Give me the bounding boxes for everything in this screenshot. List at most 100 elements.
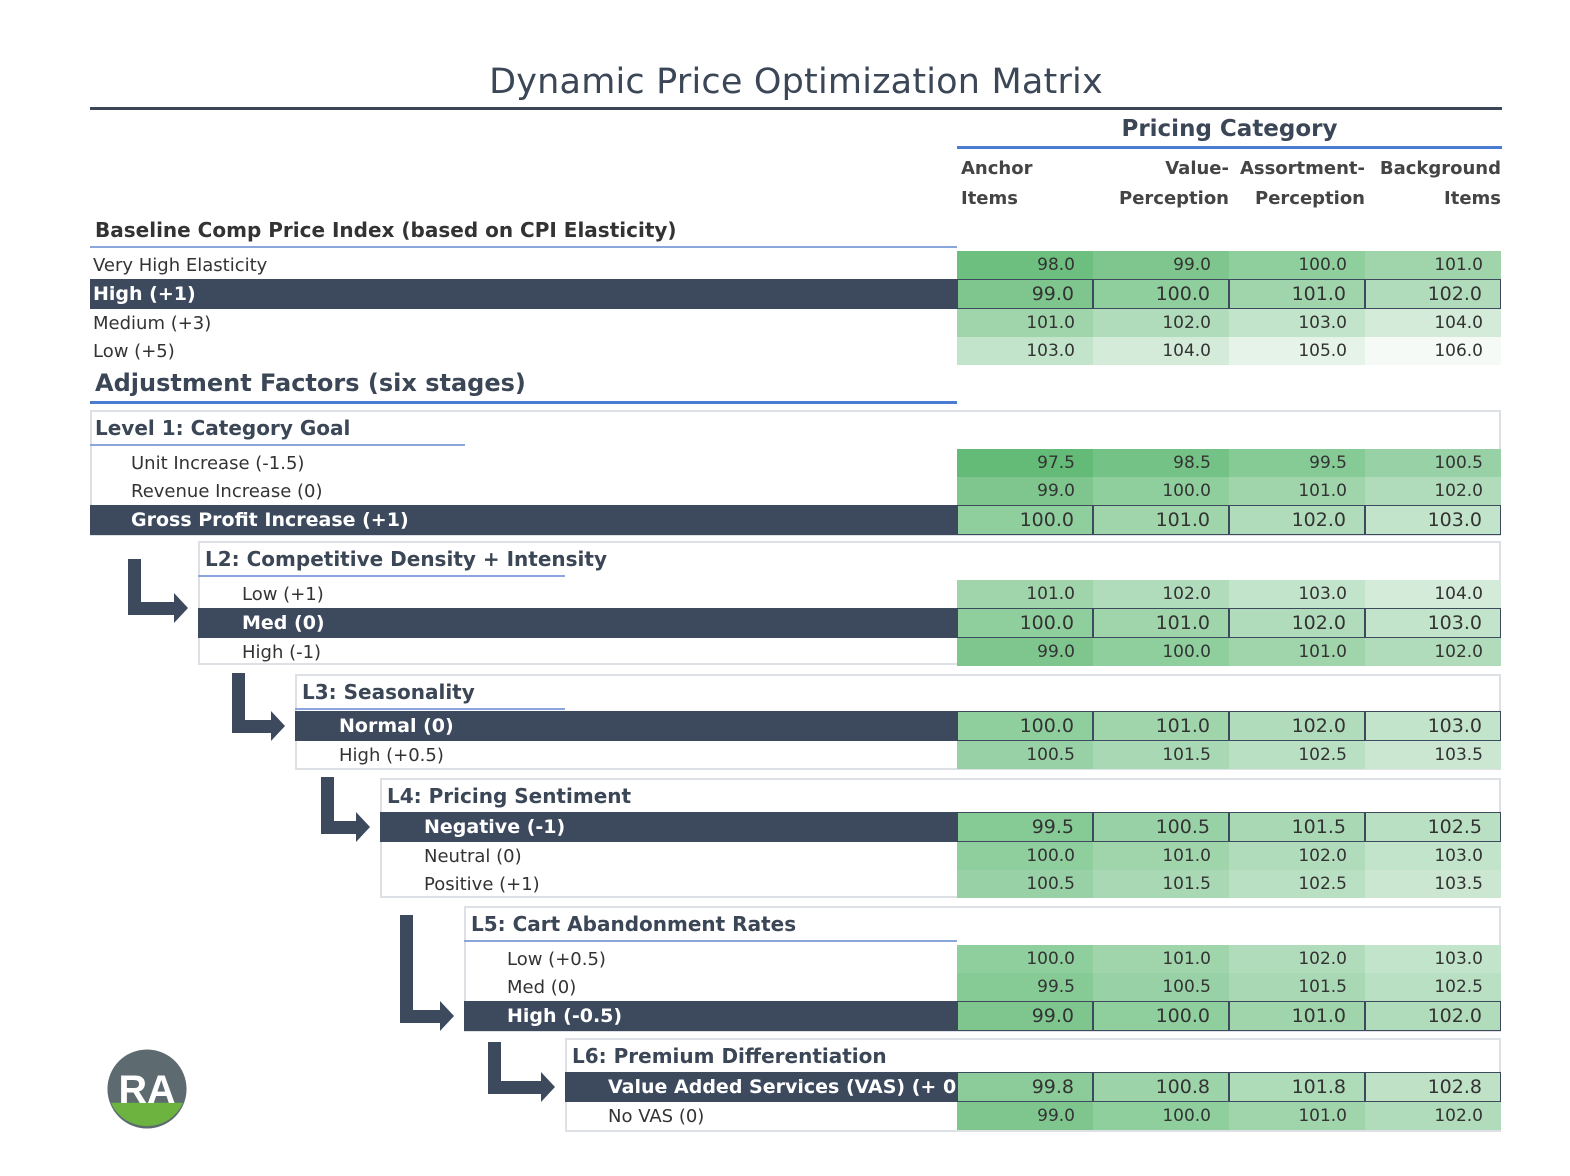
value-cell: 101.0 [957,580,1093,608]
value-cell: 103.5 [1365,741,1501,769]
value-cell: 100.5 [1093,812,1229,842]
value-cell: 99.0 [957,638,1093,666]
value-cell: 98.5 [1093,449,1229,477]
column-header: Value- Perception [1093,154,1229,214]
value-cell: 101.0 [1365,251,1501,279]
ra-logo: RA [107,1049,187,1129]
level-row-label[interactable]: High (+0.5) [339,744,444,766]
column-header-text: Background Items [1380,154,1501,214]
logo-ring-green [110,1102,184,1127]
value-cell: 102.0 [1365,279,1501,309]
value-cell: 101.5 [1229,973,1365,1001]
value-cell: 101.0 [1229,279,1365,309]
value-cell: 99.0 [957,279,1093,309]
value-cell: 101.5 [1229,812,1365,842]
level-row-label[interactable]: Neutral (0) [424,845,522,867]
value-cell: 102.0 [1229,945,1365,973]
value-cell: 102.0 [1365,477,1501,505]
level-row-label[interactable]: Med (0) [507,976,577,998]
baseline-title: Baseline Comp Price Index (based on CPI … [95,218,677,242]
level-title: L4: Pricing Sentiment [387,784,632,808]
level-row-label[interactable]: Negative (-1) [380,812,957,842]
baseline-row-label[interactable]: Low (+5) [93,340,175,362]
value-cell: 100.0 [957,945,1093,973]
value-cell: 102.0 [1093,580,1229,608]
value-cell: 103.0 [1229,309,1365,337]
value-cell: 102.5 [1229,870,1365,898]
value-cell: 100.0 [1093,638,1229,666]
value-cell: 104.0 [1365,309,1501,337]
level-row-label[interactable]: Low (+1) [242,583,324,605]
adjustment-factors-rule [90,401,957,404]
level-row-label[interactable]: Unit Increase (-1.5) [131,452,305,474]
value-cell: 104.0 [1093,337,1229,365]
column-header: Assortment- Perception [1229,154,1365,214]
column-header-line1: Anchor Items [961,158,1033,209]
value-cell: 99.5 [1229,449,1365,477]
value-cell: 100.5 [1093,973,1229,1001]
value-cell: 101.8 [1229,1072,1365,1102]
value-cell: 102.0 [1365,1102,1501,1130]
column-header-line1: Background [1379,158,1501,179]
level-title: L2: Competitive Density + Intensity [205,547,608,571]
value-cell: 100.0 [1093,279,1229,309]
level-title: Level 1: Category Goal [95,416,351,440]
value-cell: 102.0 [1093,309,1229,337]
value-cell: 101.0 [1229,1102,1365,1130]
value-cell: 101.0 [1229,638,1365,666]
value-cell: 100.0 [1093,1102,1229,1130]
level-row-label[interactable]: Low (+0.5) [507,948,606,970]
level-row-label[interactable]: Positive (+1) [424,873,540,895]
level-row-label[interactable]: Gross Profit Increase (+1) [90,505,957,535]
baseline-row-label[interactable]: Medium (+3) [93,312,212,334]
level-row-label[interactable]: High (-0.5) [464,1001,957,1031]
value-cell: 103.0 [1365,842,1501,870]
level-title: L5: Cart Abandonment Rates [471,912,797,936]
pricing-category-header: Pricing Category [1121,116,1338,142]
value-cell: 100.5 [957,741,1093,769]
level-arrow [128,559,188,623]
level-row-label[interactable]: Med (0) [198,608,957,638]
value-cell: 100.5 [957,870,1093,898]
value-cell: 103.0 [1365,945,1501,973]
value-cell: 101.5 [1093,870,1229,898]
level-row-label[interactable]: Normal (0) [295,711,957,741]
value-cell: 100.0 [957,505,1093,535]
logo-text: RA [118,1068,175,1112]
value-cell: 106.0 [1365,337,1501,365]
level-row-label[interactable]: No VAS (0) [608,1105,705,1127]
value-cell: 102.0 [1365,638,1501,666]
level-row-label[interactable]: Value Added Services (VAS) (+ 0.75) [565,1072,999,1102]
value-cell: 102.0 [1229,842,1365,870]
column-header-text: Anchor Items [961,154,1093,214]
baseline-row-label[interactable]: High (+1) [90,279,957,309]
value-cell: 100.5 [1365,449,1501,477]
value-cell: 100.0 [957,711,1093,741]
value-cell: 100.0 [1093,1001,1229,1031]
value-cell: 101.0 [1229,1001,1365,1031]
value-cell: 99.5 [957,973,1093,1001]
value-cell: 101.0 [1093,945,1229,973]
column-header-line2: Items [1444,188,1501,209]
value-cell: 101.0 [1093,842,1229,870]
pricing-category-rule [957,146,1502,149]
page-title: Dynamic Price Optimization Matrix [489,62,1103,102]
adjustment-factors-title: Adjustment Factors (six stages) [95,369,526,397]
value-cell: 102.0 [1229,505,1365,535]
level-title-rule [295,708,565,710]
value-cell: 103.5 [1365,870,1501,898]
value-cell: 101.5 [1093,741,1229,769]
value-cell: 105.0 [1229,337,1365,365]
column-header-text: Value- Perception [1119,154,1229,214]
level-arrow [488,1042,555,1102]
level-row-label[interactable]: High (-1) [242,641,322,663]
value-cell: 101.0 [1093,711,1229,741]
level-title-rule [198,575,565,577]
value-cell: 99.5 [957,812,1093,842]
baseline-row-label[interactable]: Very High Elasticity [93,254,268,276]
value-cell: 102.0 [1229,608,1365,638]
level-arrow [321,777,370,842]
level-row-label[interactable]: Revenue Increase (0) [131,480,323,502]
value-cell: 103.0 [1229,580,1365,608]
value-cell: 100.0 [1093,477,1229,505]
